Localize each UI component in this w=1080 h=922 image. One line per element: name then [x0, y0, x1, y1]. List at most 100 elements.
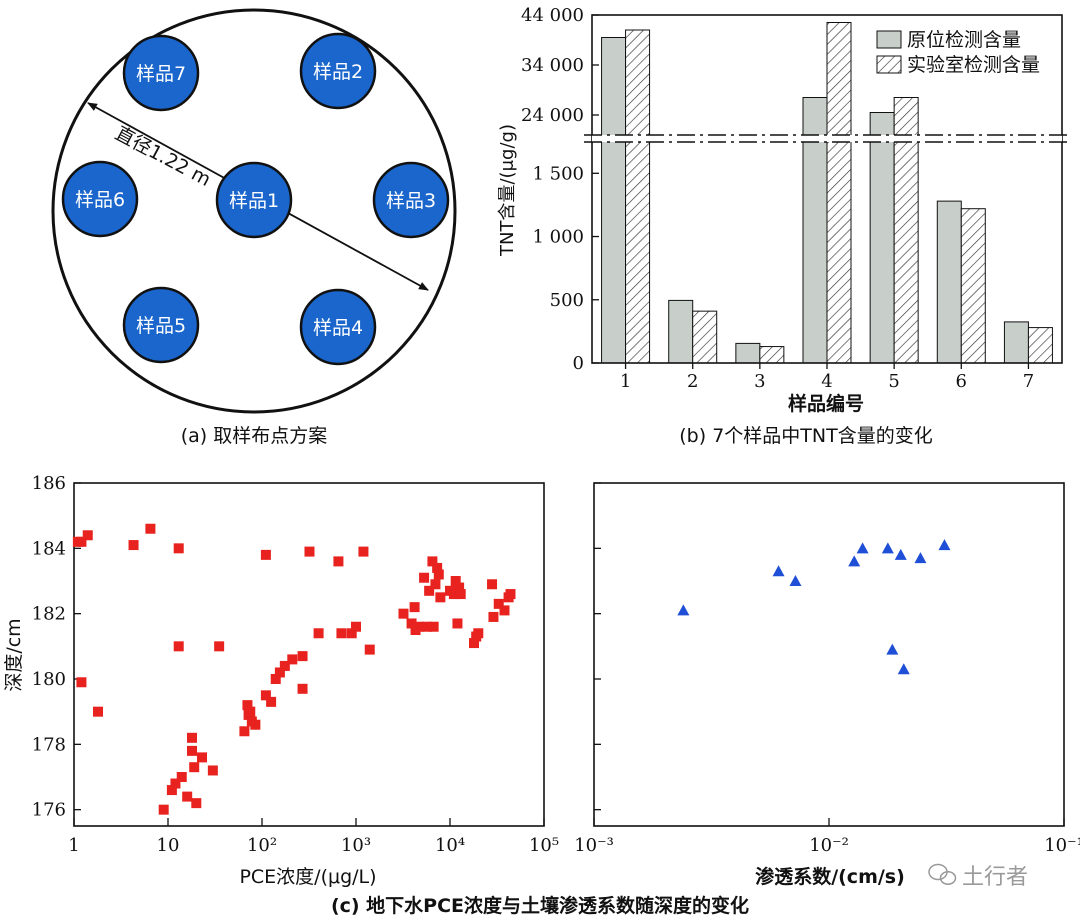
pce-point — [128, 540, 139, 551]
pce-point — [499, 605, 510, 616]
x-tick-label-b: 7 — [1023, 371, 1034, 392]
y-tick-label-c: 178 — [32, 734, 66, 755]
permeability-point — [897, 663, 910, 675]
pce-point — [430, 579, 441, 590]
bar-sample-4-lab — [826, 22, 852, 364]
y-axis-label-b: TNT含量/(μg/g) — [497, 124, 518, 257]
sample-label-7: 样品7 — [136, 63, 186, 85]
pce-point — [182, 791, 193, 802]
pce-point — [313, 628, 324, 639]
y-tick-label-b: 44 000 — [521, 5, 584, 26]
pce-point — [435, 592, 446, 603]
legend-label-insitu: 原位检测含量 — [907, 29, 1021, 51]
pce-point — [424, 585, 435, 596]
pce-point — [173, 543, 184, 554]
permeability-point — [677, 604, 690, 616]
pce-point — [364, 644, 375, 655]
y-tick-label-b: 500 — [550, 290, 584, 311]
pce-point — [242, 700, 253, 711]
sample-label-6: 样品6 — [75, 189, 125, 211]
pce-point — [455, 589, 466, 600]
pce-point — [266, 696, 277, 707]
pce-point — [433, 569, 444, 580]
bar-sample-3-insitu — [735, 342, 761, 364]
x-tick-label-b: 2 — [687, 371, 698, 392]
x-axis-label-b: 样品编号 — [788, 392, 864, 415]
pce-point — [274, 667, 285, 678]
x-tick-label-c-left: 10³ — [341, 835, 371, 856]
pce-point — [207, 765, 218, 776]
pce-point — [245, 706, 256, 717]
permeability-point — [914, 552, 927, 564]
legend-swatch-lab — [876, 55, 902, 74]
sample-point-2: 样品2 — [299, 32, 377, 110]
x-tick-label-c-left: 1 — [68, 835, 79, 856]
sample-label-3: 样品3 — [386, 190, 436, 212]
legend-swatch-insitu — [876, 30, 902, 49]
bar-sample-5-insitu — [869, 112, 895, 364]
caption-a: (a) 取样布点方案 — [181, 425, 328, 447]
panel-c-right: 10⁻³ 10⁻² 10⁻¹ 渗透系数/(cm/s) — [574, 482, 1080, 888]
plot-frame-c-right — [593, 482, 1065, 827]
y-tick-label-b: 34 000 — [521, 55, 584, 76]
pce-point — [452, 618, 463, 629]
bar-sample-1-insitu — [601, 37, 627, 364]
x-tick-label-c-left: 10⁴ — [435, 835, 465, 856]
bar-sample-2-insitu — [668, 299, 694, 364]
sample-label-1: 样品1 — [229, 190, 279, 212]
pce-point — [351, 621, 361, 632]
permeability-point — [886, 643, 899, 655]
pce-point — [493, 598, 504, 609]
pce-point — [454, 582, 465, 593]
y-tick-label-b: 1 500 — [532, 163, 584, 184]
pce-point — [279, 660, 290, 671]
permeability-point — [894, 548, 907, 560]
pce-point — [173, 641, 184, 652]
pce-point — [92, 706, 103, 717]
site-boundary-circle — [51, 8, 457, 414]
y-tick-label-b: 24 000 — [521, 105, 584, 126]
y-axis-label-c: 深度/cm — [3, 618, 25, 691]
pce-point — [76, 536, 87, 547]
pce-point — [333, 556, 344, 567]
pce-point — [270, 674, 281, 684]
legend-b: 原位检测含量 实验室检测含量 — [876, 29, 1040, 76]
pce-point — [487, 579, 498, 590]
y-tick-label-c: 184 — [32, 538, 66, 559]
pce-point — [473, 628, 484, 639]
pce-point — [304, 546, 315, 557]
x-tick-label-b: 1 — [620, 371, 631, 392]
y-tick-label-c: 176 — [32, 800, 66, 821]
pce-point — [189, 762, 200, 773]
wechat-icon — [928, 863, 957, 885]
sample-point-7: 样品7 — [122, 34, 200, 112]
pce-point — [297, 683, 308, 694]
sample-label-4: 样品4 — [313, 317, 363, 339]
bar-sample-6-lab — [960, 208, 986, 364]
pce-point — [346, 628, 357, 639]
bar-sample-6-insitu — [936, 200, 962, 364]
bar-sample-7-lab — [1027, 327, 1053, 364]
watermark: 土行者 — [928, 863, 1028, 890]
panel-b: 0 500 1 000 1 500 24 000 34 000 44 000 1 2 3 4 5 6 7… — [497, 5, 1070, 447]
pce-point — [422, 621, 433, 632]
pce-point — [398, 608, 409, 619]
sample-label-2: 样品2 — [313, 61, 363, 83]
pce-point — [297, 651, 308, 662]
axis-break-gap — [592, 135, 1062, 142]
y-tick-label-c: 182 — [32, 604, 66, 625]
axis-ticks-c-right: 10⁻³ 10⁻² 10⁻¹ — [574, 482, 1080, 856]
pce-point — [250, 719, 261, 730]
watermark-text: 土行者 — [962, 865, 1028, 890]
pce-point — [260, 690, 271, 701]
x-tick-label-c-left: 10 — [157, 835, 180, 856]
pce-point — [239, 726, 250, 737]
sample-point-3: 样品3 — [372, 161, 450, 239]
pce-point — [428, 621, 439, 632]
x-tick-label-c-left: 10⁵ — [529, 835, 559, 856]
bar-sample-2-lab — [692, 310, 718, 364]
bar-series-group — [601, 22, 1053, 364]
permeability-point — [938, 539, 951, 551]
x-tick-label-c-left: 10² — [247, 835, 277, 856]
